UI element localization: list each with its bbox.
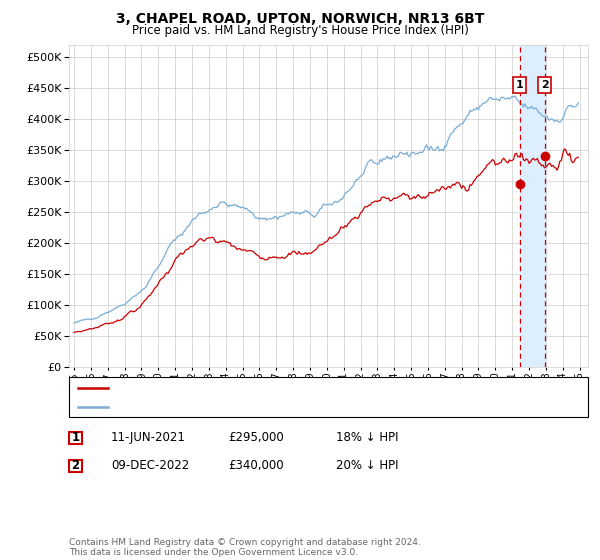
Text: 2: 2 [541,80,548,90]
Text: £340,000: £340,000 [228,459,284,473]
Text: 18% ↓ HPI: 18% ↓ HPI [336,431,398,445]
Text: Contains HM Land Registry data © Crown copyright and database right 2024.
This d: Contains HM Land Registry data © Crown c… [69,538,421,557]
Text: 1: 1 [516,80,523,90]
Text: 09-DEC-2022: 09-DEC-2022 [111,459,189,473]
Text: 3, CHAPEL ROAD, UPTON, NORWICH, NR13 6BT (detached house): 3, CHAPEL ROAD, UPTON, NORWICH, NR13 6BT… [113,383,454,393]
Text: 1: 1 [71,431,80,445]
Text: 3, CHAPEL ROAD, UPTON, NORWICH, NR13 6BT: 3, CHAPEL ROAD, UPTON, NORWICH, NR13 6BT [116,12,484,26]
Bar [520,45,545,367]
Text: HPI: Average price, detached house, Broadland: HPI: Average price, detached house, Broa… [113,402,359,412]
Text: £295,000: £295,000 [228,431,284,445]
Text: 20% ↓ HPI: 20% ↓ HPI [336,459,398,473]
Text: 2: 2 [71,459,80,473]
Text: 11-JUN-2021: 11-JUN-2021 [111,431,186,445]
Text: Price paid vs. HM Land Registry's House Price Index (HPI): Price paid vs. HM Land Registry's House … [131,24,469,36]
